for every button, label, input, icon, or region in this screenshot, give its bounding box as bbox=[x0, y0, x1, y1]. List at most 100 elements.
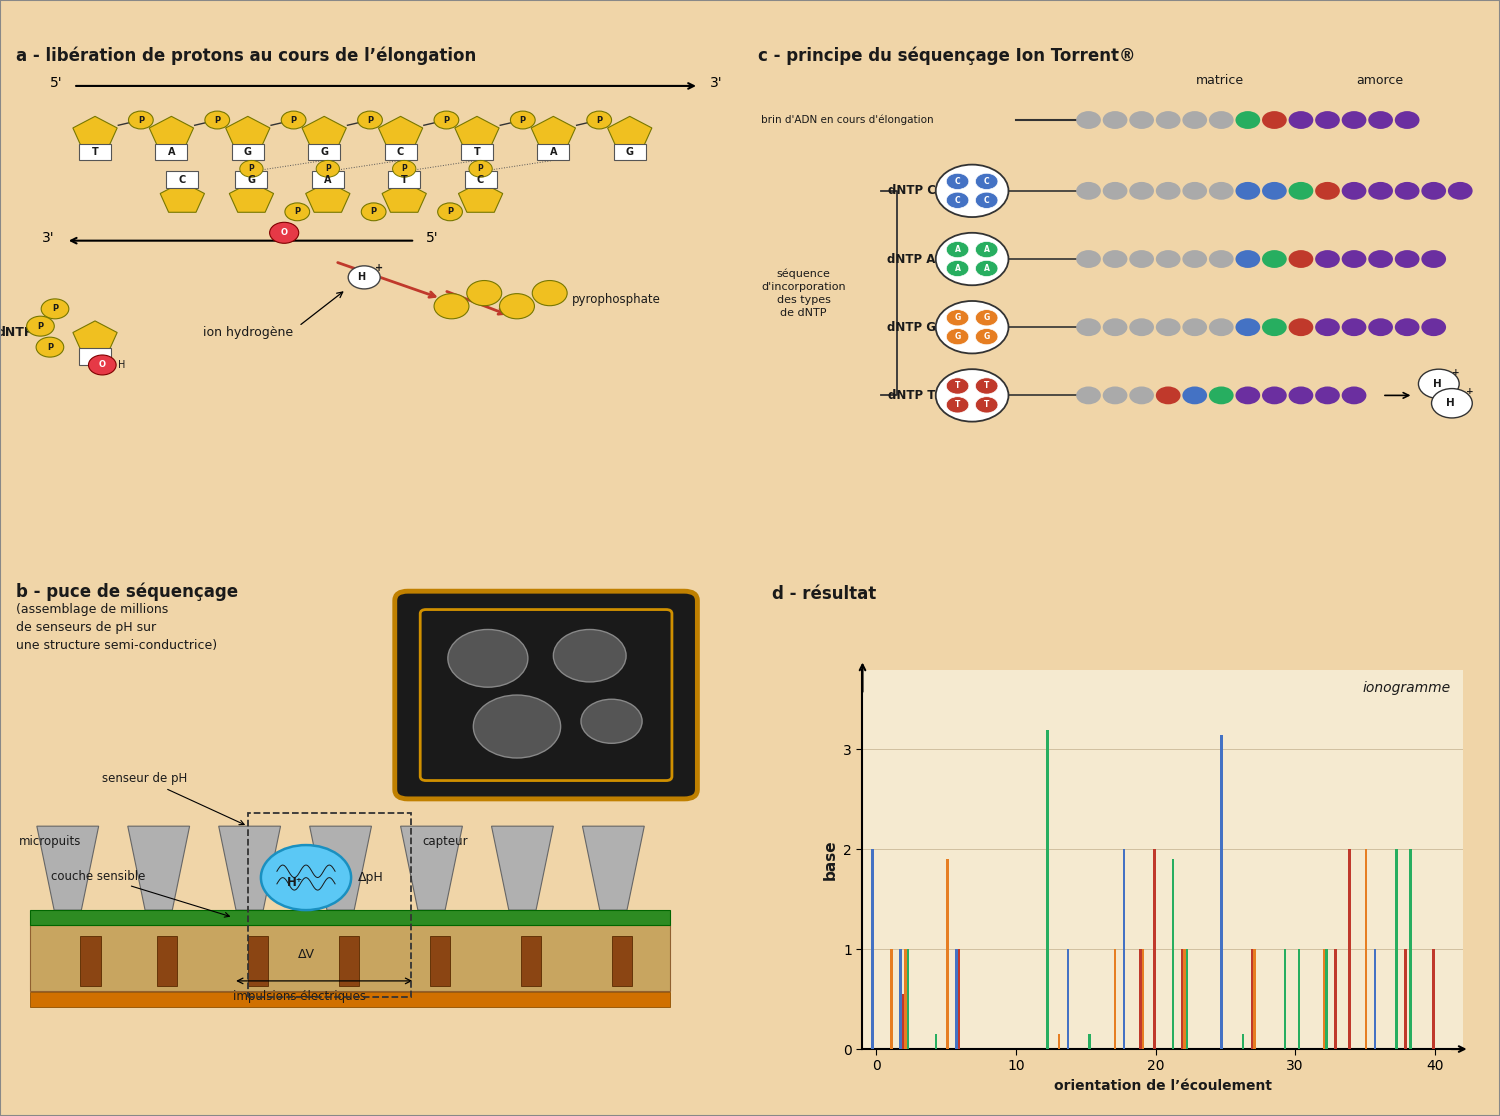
Circle shape bbox=[1130, 182, 1154, 200]
Bar bbox=[957, 950, 960, 1049]
Text: C: C bbox=[398, 147, 404, 157]
Bar bbox=[308, 144, 340, 161]
Circle shape bbox=[438, 203, 462, 221]
Circle shape bbox=[88, 355, 116, 375]
X-axis label: orientation de l’écoulement: orientation de l’écoulement bbox=[1053, 1079, 1272, 1093]
Y-axis label: base: base bbox=[822, 839, 837, 879]
Text: couche sensible: couche sensible bbox=[51, 869, 230, 917]
Circle shape bbox=[1288, 112, 1314, 129]
Polygon shape bbox=[225, 116, 270, 146]
Circle shape bbox=[206, 112, 230, 129]
Circle shape bbox=[510, 112, 536, 129]
Text: T: T bbox=[400, 175, 408, 185]
Circle shape bbox=[1102, 182, 1128, 200]
Circle shape bbox=[1341, 386, 1366, 404]
Text: c - principe du séquençage Ion Torrent®: c - principe du séquençage Ion Torrent® bbox=[758, 47, 1136, 65]
Circle shape bbox=[1209, 250, 1233, 268]
Circle shape bbox=[1288, 182, 1314, 200]
Circle shape bbox=[1182, 318, 1208, 336]
Circle shape bbox=[946, 260, 969, 277]
Text: P: P bbox=[477, 164, 483, 173]
Text: 5': 5' bbox=[50, 76, 63, 90]
Text: H: H bbox=[118, 360, 126, 371]
Circle shape bbox=[1102, 112, 1128, 129]
Text: G: G bbox=[954, 314, 960, 323]
Bar bbox=[900, 950, 902, 1049]
Circle shape bbox=[1236, 182, 1260, 200]
Text: P: P bbox=[370, 208, 376, 217]
Text: P: P bbox=[596, 116, 602, 125]
Bar bbox=[1348, 849, 1352, 1049]
Bar bbox=[232, 144, 264, 161]
Circle shape bbox=[1076, 386, 1101, 404]
Text: G: G bbox=[984, 333, 990, 341]
Circle shape bbox=[1236, 318, 1260, 336]
Polygon shape bbox=[302, 116, 346, 146]
Polygon shape bbox=[150, 116, 194, 146]
Text: ΔV: ΔV bbox=[297, 949, 315, 961]
Text: +: + bbox=[375, 263, 382, 273]
Text: C: C bbox=[984, 195, 990, 204]
Circle shape bbox=[1209, 112, 1233, 129]
Circle shape bbox=[1419, 369, 1460, 398]
Circle shape bbox=[946, 328, 969, 345]
Circle shape bbox=[1102, 318, 1128, 336]
Bar bbox=[1122, 849, 1125, 1049]
Circle shape bbox=[975, 260, 998, 277]
Circle shape bbox=[1368, 112, 1394, 129]
Circle shape bbox=[470, 161, 492, 177]
Circle shape bbox=[357, 112, 382, 129]
Text: A: A bbox=[954, 246, 960, 254]
Text: dNTP T: dNTP T bbox=[888, 388, 936, 402]
Circle shape bbox=[946, 173, 969, 190]
Text: brin d'ADN en cours d'élongation: brin d'ADN en cours d'élongation bbox=[760, 115, 934, 125]
Text: dNTP G: dNTP G bbox=[886, 320, 936, 334]
Text: G: G bbox=[626, 147, 633, 157]
Circle shape bbox=[1156, 182, 1180, 200]
Bar bbox=[30, 911, 669, 925]
Text: matrice: matrice bbox=[1196, 74, 1243, 87]
Bar bbox=[908, 950, 909, 1049]
Text: H⁺: H⁺ bbox=[286, 876, 303, 889]
Text: senseur de pH: senseur de pH bbox=[102, 772, 244, 825]
Bar bbox=[871, 849, 874, 1049]
Circle shape bbox=[946, 378, 969, 394]
Text: P: P bbox=[291, 116, 297, 125]
Text: d - résultat: d - résultat bbox=[772, 585, 876, 603]
Circle shape bbox=[282, 112, 306, 129]
Text: P: P bbox=[138, 116, 144, 125]
Text: C: C bbox=[954, 195, 960, 204]
Text: ΔpH: ΔpH bbox=[358, 872, 384, 884]
Bar bbox=[1186, 950, 1188, 1049]
Circle shape bbox=[1422, 250, 1446, 268]
Circle shape bbox=[1182, 112, 1208, 129]
Circle shape bbox=[1368, 318, 1394, 336]
Bar bbox=[1184, 950, 1186, 1049]
Circle shape bbox=[1209, 386, 1233, 404]
Text: H: H bbox=[1446, 398, 1455, 408]
Circle shape bbox=[1262, 182, 1287, 200]
Polygon shape bbox=[38, 826, 99, 911]
Polygon shape bbox=[382, 182, 426, 212]
Bar bbox=[904, 950, 908, 1049]
Text: G: G bbox=[954, 333, 960, 341]
Circle shape bbox=[240, 161, 262, 177]
Circle shape bbox=[393, 161, 416, 177]
Bar bbox=[1284, 950, 1286, 1049]
Circle shape bbox=[1262, 386, 1287, 404]
Bar bbox=[902, 994, 904, 1049]
Circle shape bbox=[936, 164, 1008, 217]
Circle shape bbox=[433, 112, 459, 129]
Bar bbox=[1172, 859, 1174, 1049]
Text: H: H bbox=[1432, 378, 1442, 388]
Circle shape bbox=[1341, 182, 1366, 200]
Polygon shape bbox=[531, 116, 576, 146]
Circle shape bbox=[316, 161, 339, 177]
Text: P: P bbox=[294, 208, 300, 217]
Bar bbox=[1374, 950, 1377, 1049]
Polygon shape bbox=[160, 182, 204, 212]
Text: P: P bbox=[46, 343, 53, 352]
Bar bbox=[166, 172, 198, 189]
Circle shape bbox=[1076, 182, 1101, 200]
FancyBboxPatch shape bbox=[394, 591, 698, 799]
